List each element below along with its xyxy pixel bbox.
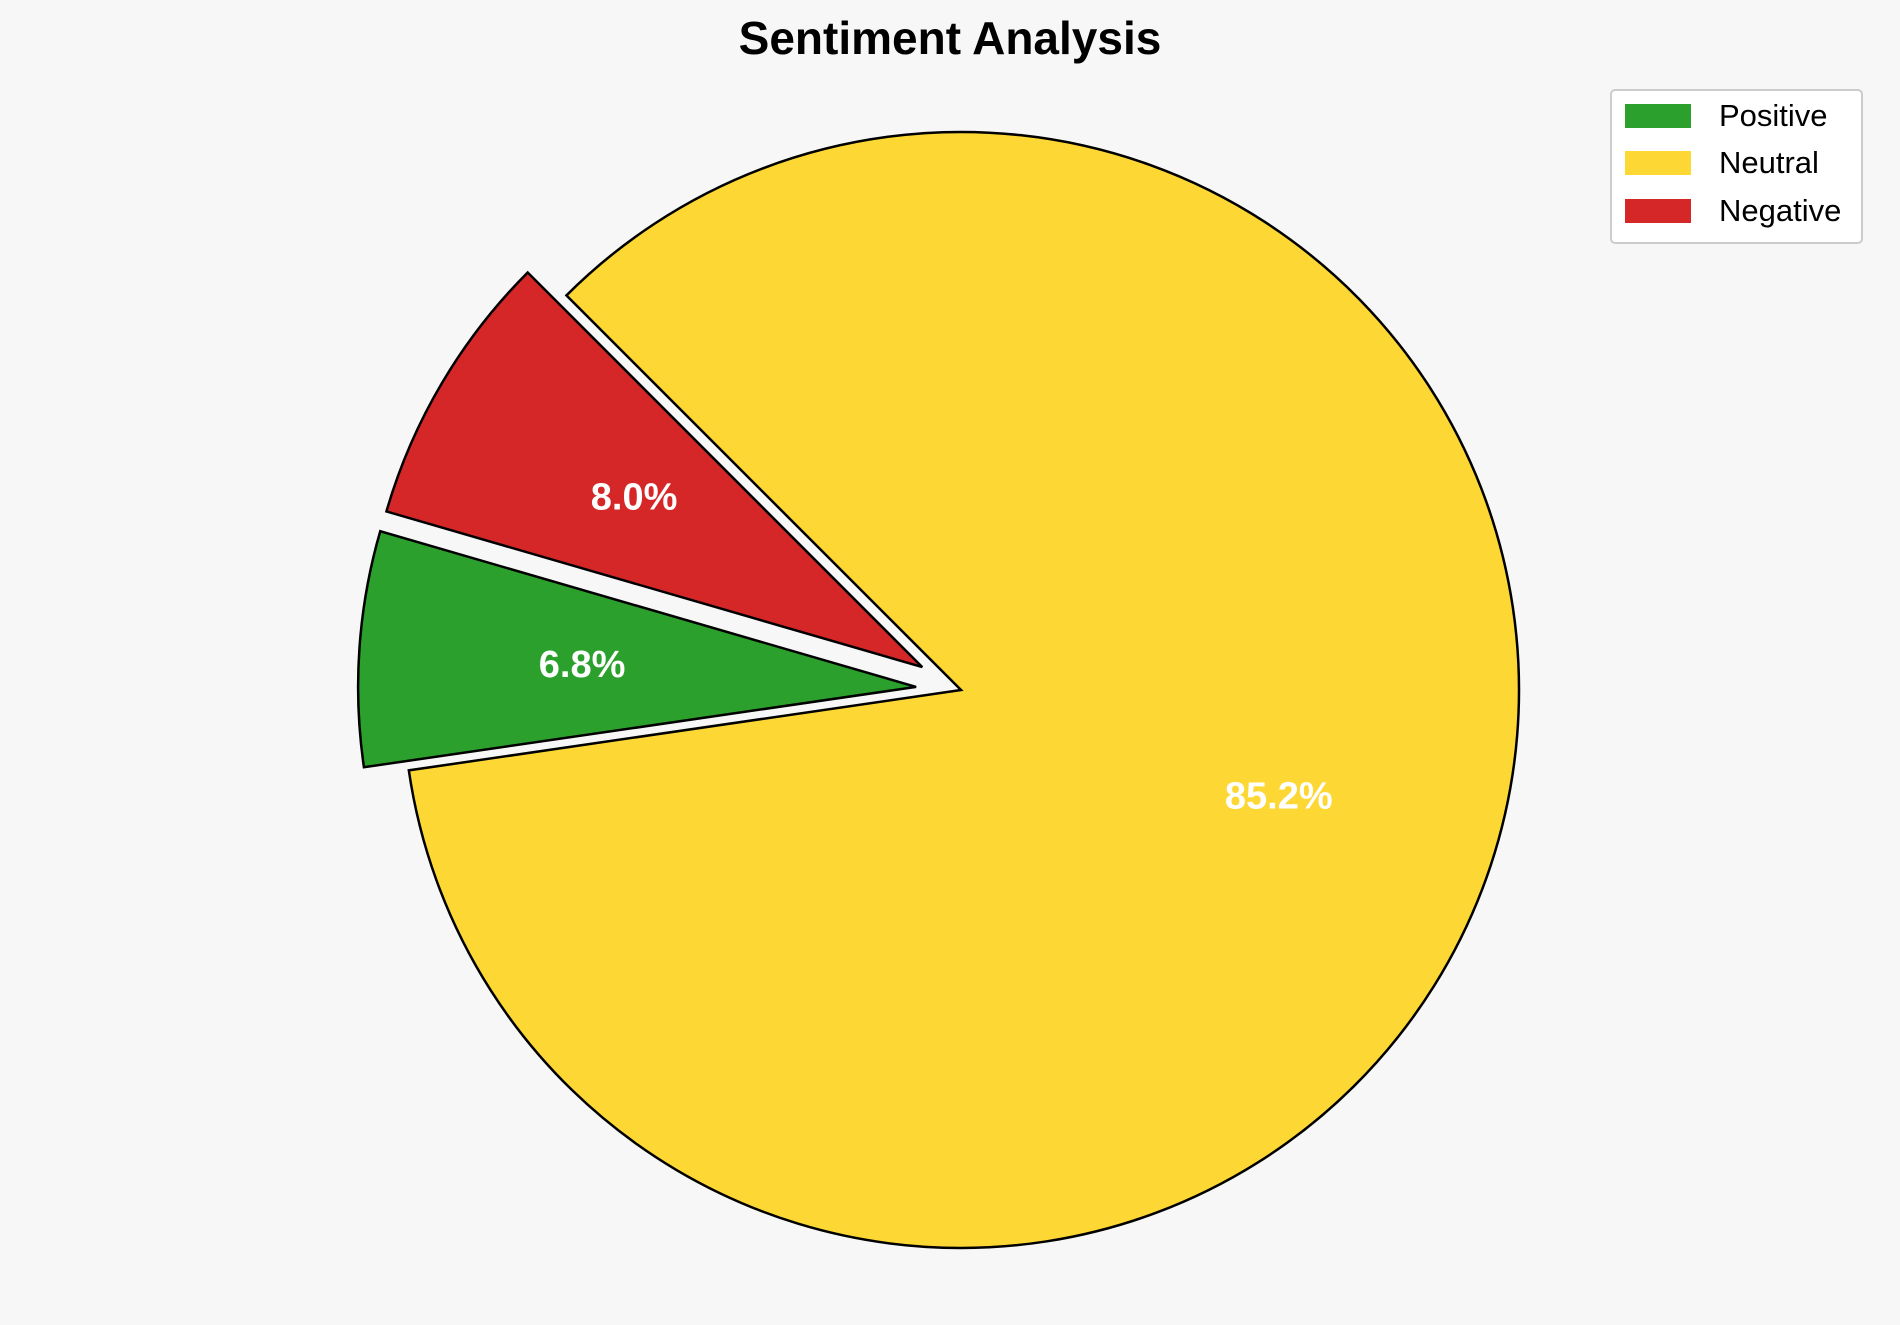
pie-slice-negative xyxy=(384,270,924,669)
legend-item-positive: Positive xyxy=(1625,98,1828,133)
legend-item-neutral: Neutral xyxy=(1625,145,1819,180)
pie-slice-neutral xyxy=(407,130,1521,1250)
legend-swatch-neutral xyxy=(1625,151,1691,175)
legend-swatch-negative xyxy=(1625,199,1691,223)
legend-label-positive: Positive xyxy=(1719,98,1828,133)
legend-label-negative: Negative xyxy=(1719,193,1841,228)
pie-value-labels: 6.8% 85.2% 8.0% xyxy=(539,477,1333,818)
legend-label-neutral: Neutral xyxy=(1719,145,1819,180)
pie-value-label-neutral: 85.2% xyxy=(1225,775,1333,817)
pie-value-label-positive: 6.8% xyxy=(539,644,626,686)
legend-swatch-positive xyxy=(1625,104,1691,128)
pie-slice-positive xyxy=(356,529,917,769)
legend-item-negative: Negative xyxy=(1625,193,1841,228)
chart-title: Sentiment Analysis xyxy=(739,12,1162,64)
legend: Positive Neutral Negative xyxy=(1610,89,1863,244)
pie-slices xyxy=(356,130,1521,1250)
pie-value-label-negative: 8.0% xyxy=(591,477,678,519)
